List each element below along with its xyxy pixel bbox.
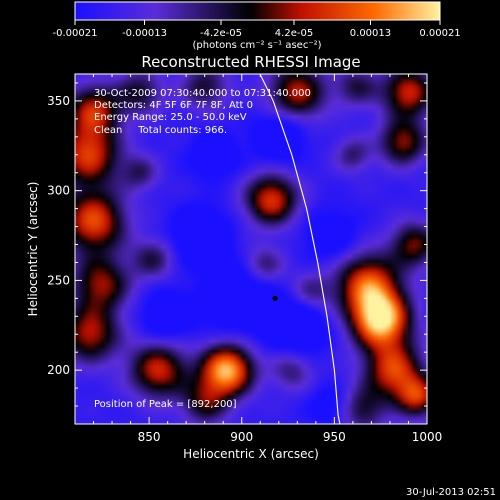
colorbar-tick-label: -0.00021 bbox=[53, 28, 98, 39]
y-tick-label: 300 bbox=[47, 184, 70, 198]
colorbar-tick-label: 4.2e-05 bbox=[275, 28, 313, 39]
colorbar-ticks: -0.00021 -0.00013 -4.2e-05 4.2e-05 0.00013 0.… bbox=[53, 20, 461, 39]
annotation-energy-range: Energy Range: 25.0 - 50.0 keV bbox=[94, 112, 247, 123]
annotation-time-range: 30-Oct-2009 07:30:40.000 to 07:31:40.000 bbox=[94, 88, 311, 99]
axis-ticks: 850 900 950 1000 200 250 300 350 bbox=[47, 74, 442, 444]
colorbar-tick-label: 0.00021 bbox=[419, 28, 460, 39]
annotation-detectors: Detectors: 4F 5F 6F 7F 8F, Att 0 bbox=[94, 100, 253, 111]
heatmap-image bbox=[75, 74, 427, 424]
annotation-algorithm: Clean Total counts: 966. bbox=[94, 125, 227, 136]
x-tick-label: 1000 bbox=[412, 430, 443, 444]
marker-dot bbox=[272, 295, 278, 301]
plot-frame bbox=[74, 73, 428, 425]
y-tick-label: 200 bbox=[47, 363, 70, 377]
chart-title: Reconstructed RHESSI Image bbox=[141, 53, 360, 71]
colorbar: -0.00021 -0.00013 -4.2e-05 4.2e-05 0.00013 0.… bbox=[53, 1, 461, 51]
annotations: 30-Oct-2009 07:30:40.000 to 07:31:40.000… bbox=[94, 88, 311, 410]
x-axis-label: Heliocentric X (arcsec) bbox=[183, 447, 319, 461]
colorbar-gradient bbox=[74, 1, 441, 21]
colorbar-units: (photons cm⁻² s⁻¹ asec⁻²) bbox=[192, 40, 321, 51]
solar-limb-line bbox=[259, 74, 341, 424]
x-tick-label: 850 bbox=[138, 430, 161, 444]
annotation-peak: Position of Peak = [892,200] bbox=[94, 399, 237, 410]
colorbar-tick-label: 0.00013 bbox=[350, 28, 391, 39]
x-tick-label: 900 bbox=[230, 430, 253, 444]
y-tick-label: 250 bbox=[47, 273, 70, 287]
footer-timestamp: 30-Jul-2013 02:51 bbox=[406, 487, 496, 498]
plot-area: 850 900 950 1000 200 250 300 350 bbox=[47, 73, 442, 444]
colorbar-tick-label: -0.00013 bbox=[122, 28, 167, 39]
colorbar-tick-label: -4.2e-05 bbox=[200, 28, 242, 39]
x-tick-label: 950 bbox=[323, 430, 346, 444]
y-axis-label: Heliocentric Y (arcsec) bbox=[26, 182, 40, 317]
y-tick-label: 350 bbox=[47, 94, 70, 108]
